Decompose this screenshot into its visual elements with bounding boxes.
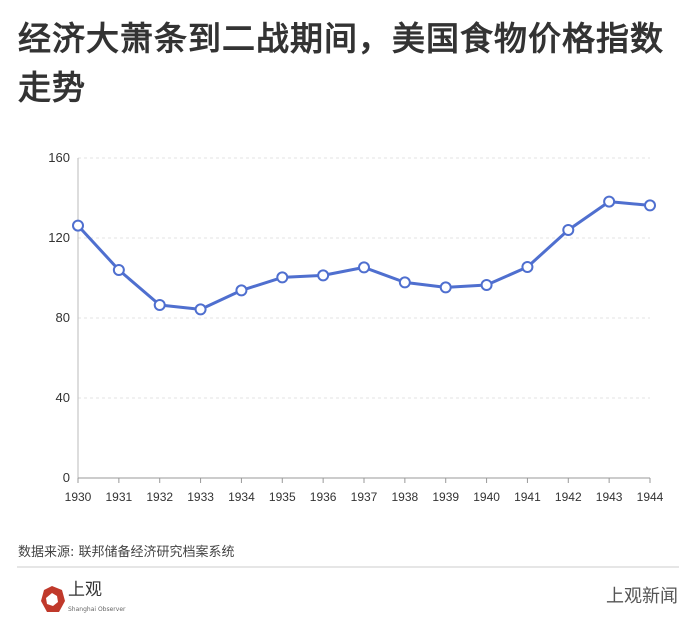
data-point bbox=[235, 284, 248, 297]
x-tick-label: 1932 bbox=[146, 490, 173, 504]
data-point bbox=[112, 264, 125, 276]
x-tick-label: 1944 bbox=[637, 490, 664, 504]
x-tick-label: 1934 bbox=[228, 490, 255, 504]
x-tick-label: 1939 bbox=[432, 490, 459, 504]
logo-subtitle: Shanghai Observer bbox=[68, 606, 126, 613]
data-point bbox=[194, 303, 207, 316]
series-line bbox=[76, 200, 651, 311]
data-point bbox=[317, 269, 330, 282]
data-point bbox=[398, 276, 411, 289]
data-point bbox=[439, 281, 452, 294]
x-tick-label: 1937 bbox=[351, 490, 378, 504]
shanghai-observer-logo-icon bbox=[41, 586, 65, 612]
data-point bbox=[276, 271, 289, 284]
divider bbox=[17, 566, 679, 568]
y-tick-label: 80 bbox=[56, 310, 70, 325]
x-tick-label: 1931 bbox=[106, 490, 133, 504]
x-tick-label: 1940 bbox=[473, 490, 500, 504]
y-tick-label: 120 bbox=[48, 230, 70, 245]
data-point bbox=[153, 299, 166, 311]
data-point bbox=[480, 279, 493, 291]
y-tick-label: 0 bbox=[63, 470, 70, 485]
y-tick-label: 160 bbox=[48, 150, 70, 165]
x-tick-label: 1930 bbox=[65, 490, 92, 504]
data-point bbox=[603, 195, 616, 208]
x-tick-label: 1938 bbox=[392, 490, 419, 504]
data-point bbox=[358, 261, 370, 274]
x-tick-label: 1943 bbox=[596, 490, 623, 504]
chart-title: 经济大萧条到二战期间，美国食物价格指数走势 bbox=[18, 19, 664, 107]
logo-name: 上观 bbox=[68, 580, 102, 600]
x-tick-label: 1936 bbox=[310, 490, 337, 504]
data-point bbox=[644, 199, 656, 212]
data-source: 数据来源: 联邦储备经济研究档案系统 bbox=[18, 545, 235, 560]
data-point bbox=[521, 261, 534, 273]
x-tick-label: 1941 bbox=[514, 490, 541, 504]
brand-name: 上观新闻 bbox=[606, 586, 678, 607]
x-tick-label: 1933 bbox=[187, 490, 214, 504]
data-point bbox=[72, 219, 84, 232]
x-tick-label: 1935 bbox=[269, 490, 296, 504]
y-tick-label: 40 bbox=[56, 390, 70, 405]
x-tick-label: 1942 bbox=[555, 490, 582, 504]
data-point bbox=[562, 224, 575, 236]
